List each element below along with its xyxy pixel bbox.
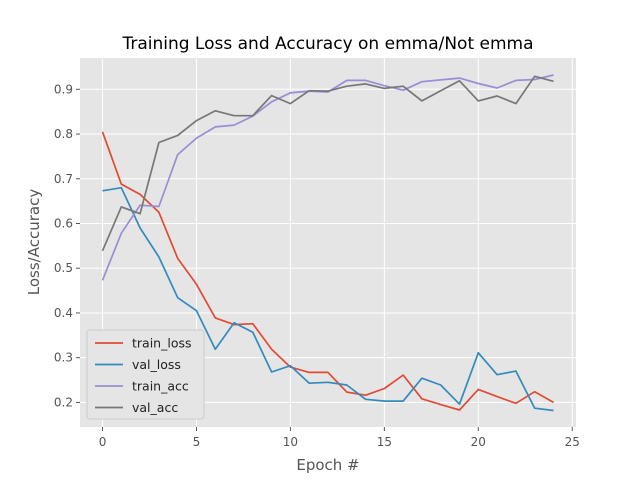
axis-ticks: 0 5 10 15 20 25 0.2 0.3 0.4 0.5 0.6 0.7 0.8 0.9: [54, 82, 580, 449]
y-axis-label: Loss/Accuracy: [25, 189, 43, 296]
legend-label: val_acc: [132, 400, 178, 415]
y-tick-label: 0.2: [54, 395, 73, 409]
x-tick-label: 25: [565, 435, 580, 449]
x-tick-label: 0: [99, 435, 107, 449]
y-tick-label: 0.5: [54, 261, 73, 275]
series-line-val-acc: [101, 75, 554, 252]
series-lines: [101, 74, 554, 412]
legend-box: [86, 329, 205, 420]
grid: [80, 58, 576, 427]
y-tick-label: 0.9: [54, 82, 73, 96]
y-tick-label: 0.7: [54, 172, 73, 186]
series-line-train-loss: [101, 131, 554, 411]
y-tick-label: 0.4: [54, 306, 73, 320]
legend-label: val_loss: [132, 357, 181, 372]
series-line-train-acc: [101, 74, 554, 281]
legend-label: train_loss: [132, 336, 192, 351]
x-axis-label: Epoch #: [296, 456, 359, 474]
y-tick-label: 0.3: [54, 351, 73, 365]
x-tick-label: 15: [377, 435, 392, 449]
chart-title: Training Loss and Accuracy on emma/Not e…: [121, 34, 533, 54]
y-tick-label: 0.8: [54, 127, 73, 141]
x-tick-label: 10: [283, 435, 298, 449]
legend: train_loss val_loss train_acc val_acc: [86, 329, 205, 420]
y-tick-label: 0.6: [54, 216, 73, 230]
series-line-val-loss: [102, 186, 554, 412]
x-tick-label: 5: [193, 435, 201, 449]
x-tick-label: 20: [471, 435, 486, 449]
legend-label: train_acc: [132, 379, 189, 394]
